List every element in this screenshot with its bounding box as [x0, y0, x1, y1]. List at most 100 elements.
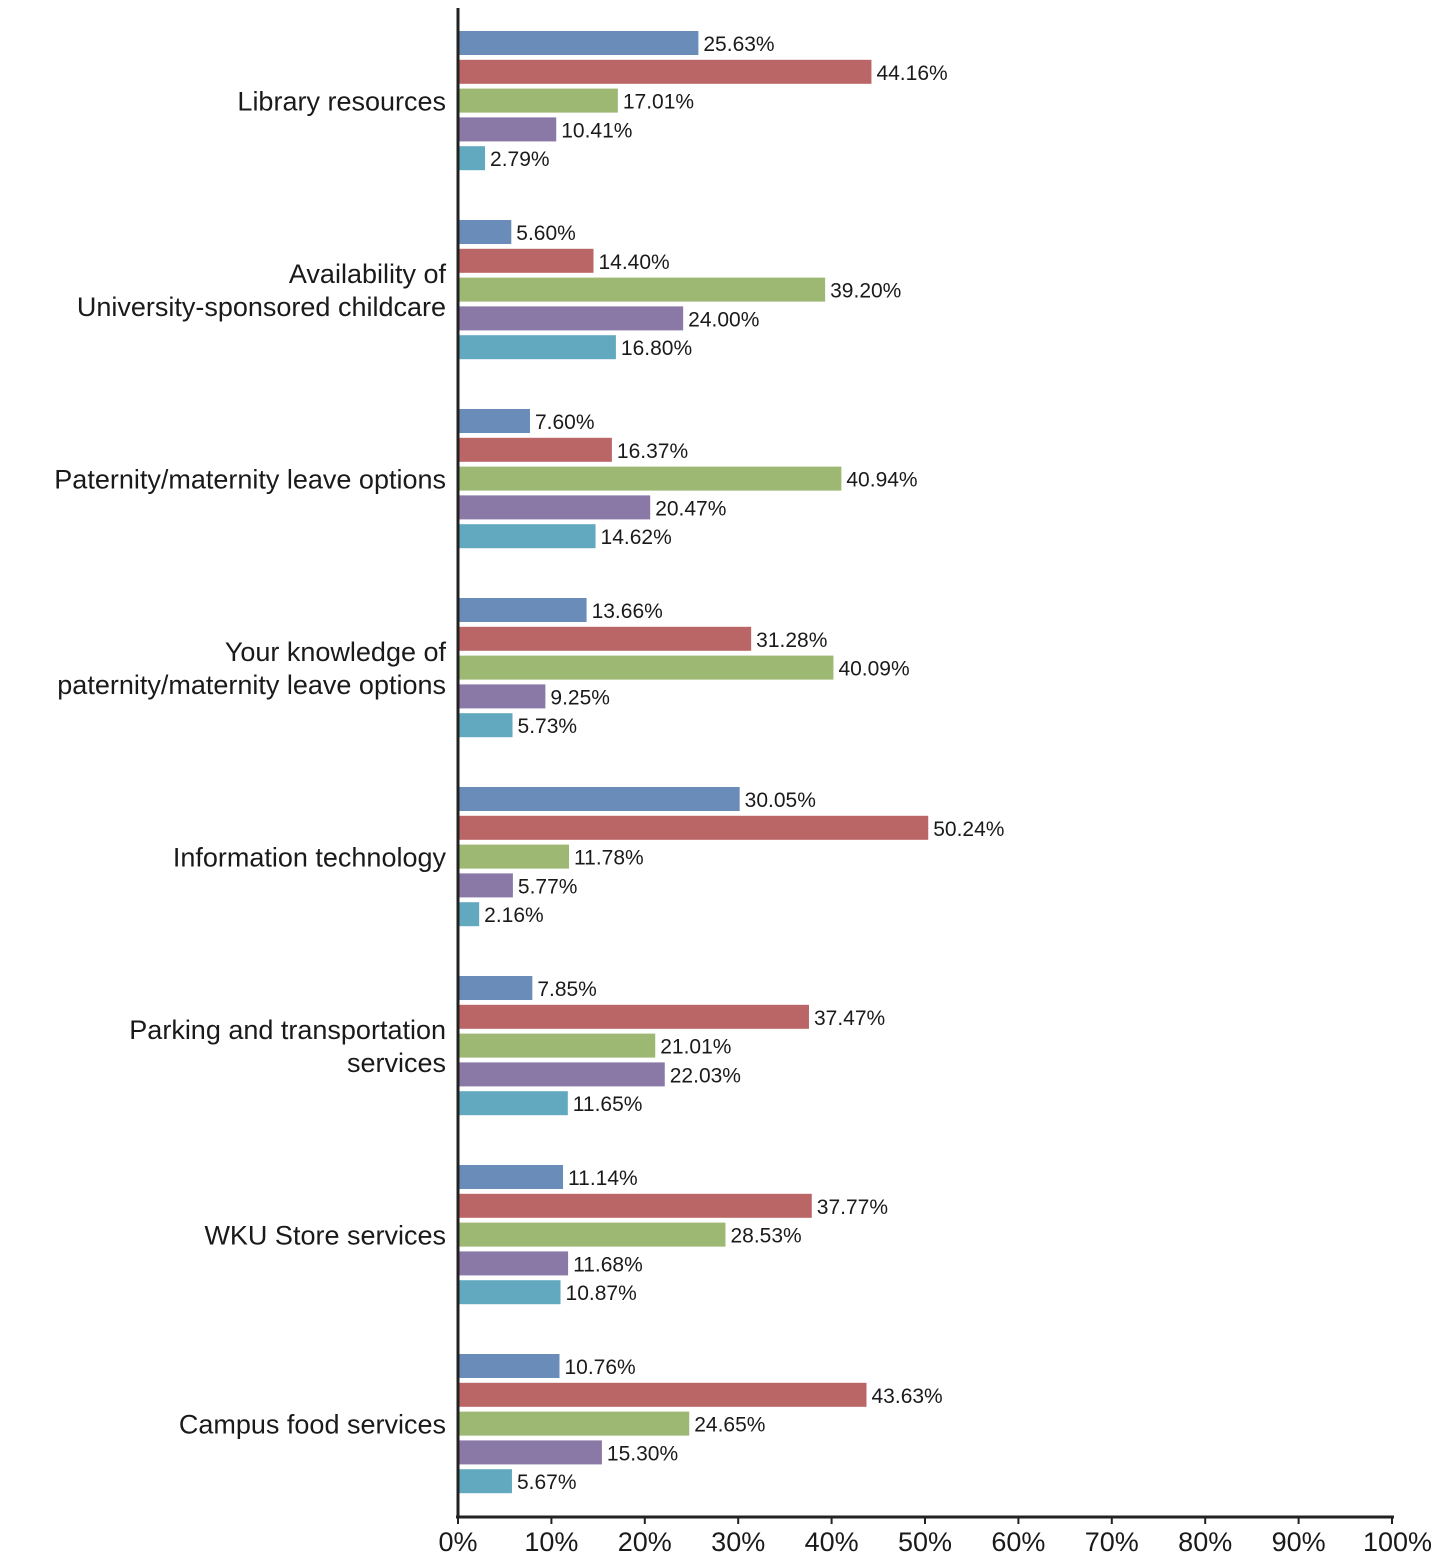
bar-8-3: [459, 1411, 690, 1436]
bar-8-4: [459, 1440, 602, 1465]
value-label-4-3: 40.09%: [838, 658, 909, 681]
value-label-3-4: 20.47%: [655, 497, 726, 520]
bar-2-5: [459, 335, 616, 360]
value-label-7-3: 28.53%: [730, 1225, 801, 1248]
bar-5-4: [459, 873, 513, 898]
bar-2-4: [459, 306, 684, 331]
bar-4-3: [459, 655, 834, 680]
bar-4-4: [459, 684, 546, 709]
category-label-5: Information technology: [173, 843, 447, 873]
value-label-7-4: 11.68%: [573, 1253, 643, 1276]
bar-8-5: [459, 1469, 512, 1494]
value-label-3-3: 40.94%: [846, 469, 917, 492]
value-label-7-2: 37.77%: [817, 1196, 888, 1219]
bar-6-3: [459, 1033, 656, 1058]
category-label-6-line-2: services: [347, 1048, 446, 1078]
x-tick-label-10: 100%: [1363, 1527, 1432, 1555]
bar-2-2: [459, 248, 594, 273]
value-label-7-1: 11.14%: [568, 1167, 638, 1190]
category-label-7: WKU Store services: [204, 1221, 446, 1251]
value-label-4-5: 5.73%: [518, 715, 578, 738]
bar-7-1: [459, 1165, 564, 1189]
category-label-4-line-1: Your knowledge of: [225, 637, 447, 667]
x-tick-label-7: 70%: [1085, 1527, 1139, 1555]
bar-5-2: [459, 815, 929, 840]
category-label-2-line-1: Availability of: [289, 259, 447, 289]
bar-1-1: [459, 31, 699, 55]
value-label-3-1: 7.60%: [535, 411, 595, 434]
bar-1-2: [459, 59, 872, 84]
value-label-8-5: 5.67%: [517, 1471, 577, 1494]
x-tick-label-0: 0%: [438, 1527, 477, 1555]
category-label-4-line-2: paternity/maternity leave options: [57, 670, 446, 700]
value-label-6-2: 37.47%: [814, 1007, 885, 1030]
bar-3-5: [459, 524, 596, 549]
x-tick-label-9: 90%: [1272, 1527, 1326, 1555]
bar-3-4: [459, 495, 651, 520]
bar-4-2: [459, 626, 752, 651]
value-label-2-5: 16.80%: [621, 337, 692, 360]
value-label-6-4: 22.03%: [670, 1064, 741, 1087]
value-label-5-3: 11.78%: [574, 847, 644, 870]
bar-3-2: [459, 437, 612, 462]
bar-7-4: [459, 1251, 569, 1276]
value-label-5-4: 5.77%: [518, 875, 578, 898]
category-label-1: Library resources: [237, 87, 446, 117]
bar-5-3: [459, 844, 570, 869]
value-label-4-4: 9.25%: [550, 686, 610, 709]
bar-8-1: [459, 1354, 560, 1378]
bar-7-3: [459, 1222, 726, 1247]
value-label-4-1: 13.66%: [592, 600, 663, 623]
x-tick-label-4: 40%: [805, 1527, 859, 1555]
x-ticks-layer: 0% 10% 20% 30% 40% 50% 60% 70% 80% 90% 100%: [438, 1517, 1432, 1555]
bar-6-5: [459, 1091, 568, 1116]
bar-3-1: [459, 409, 530, 433]
value-label-1-1: 25.63%: [703, 33, 774, 56]
value-label-4-2: 31.28%: [756, 629, 827, 652]
value-label-5-5: 2.16%: [484, 904, 544, 927]
bar-4-5: [459, 713, 513, 738]
bar-1-5: [459, 146, 486, 171]
bar-7-2: [459, 1193, 812, 1218]
category-labels-layer: Library resources Availability ofUniversi…: [54, 87, 446, 1440]
value-label-8-4: 15.30%: [607, 1442, 678, 1465]
value-label-2-3: 39.20%: [830, 280, 901, 303]
value-label-2-4: 24.00%: [688, 308, 759, 331]
value-label-2-1: 5.60%: [516, 222, 576, 245]
x-tick-label-6: 60%: [991, 1527, 1045, 1555]
value-label-3-5: 14.62%: [601, 526, 672, 549]
bar-6-1: [459, 976, 533, 1000]
x-tick-label-8: 80%: [1178, 1527, 1232, 1555]
bar-8-2: [459, 1382, 867, 1407]
value-labels-layer: 25.63% 44.16% 17.01% 10.41% 2.79% 5.60% 14.40%…: [484, 33, 1004, 1494]
value-label-2-2: 14.40%: [598, 251, 669, 274]
x-tick-label-3: 30%: [711, 1527, 765, 1555]
value-label-5-2: 50.24%: [933, 818, 1004, 841]
bar-2-1: [459, 220, 512, 244]
bar-2-3: [459, 277, 826, 302]
value-label-1-4: 10.41%: [561, 119, 632, 142]
bar-3-3: [459, 466, 842, 491]
value-label-7-5: 10.87%: [566, 1282, 637, 1305]
bar-6-2: [459, 1004, 809, 1029]
bar-5-5: [459, 902, 480, 927]
value-label-6-5: 11.65%: [573, 1093, 643, 1116]
value-label-3-2: 16.37%: [617, 440, 688, 463]
value-label-5-1: 30.05%: [745, 789, 816, 812]
bar-5-1: [459, 787, 740, 811]
value-label-1-5: 2.79%: [490, 148, 550, 171]
bars-layer: [459, 31, 929, 1494]
category-label-2-line-2: University-sponsored childcare: [77, 292, 446, 322]
value-label-1-2: 44.16%: [876, 62, 947, 85]
bar-4-1: [459, 598, 587, 622]
category-label-6-line-1: Parking and transportation: [129, 1015, 446, 1045]
category-label-3: Paternity/maternity leave options: [54, 465, 446, 495]
value-label-6-1: 7.85%: [537, 978, 597, 1001]
value-label-6-3: 21.01%: [660, 1036, 731, 1059]
x-tick-label-1: 10%: [524, 1527, 578, 1555]
bar-1-3: [459, 88, 618, 113]
bar-6-4: [459, 1062, 665, 1087]
value-label-1-3: 17.01%: [623, 91, 694, 114]
value-label-8-1: 10.76%: [564, 1356, 635, 1379]
